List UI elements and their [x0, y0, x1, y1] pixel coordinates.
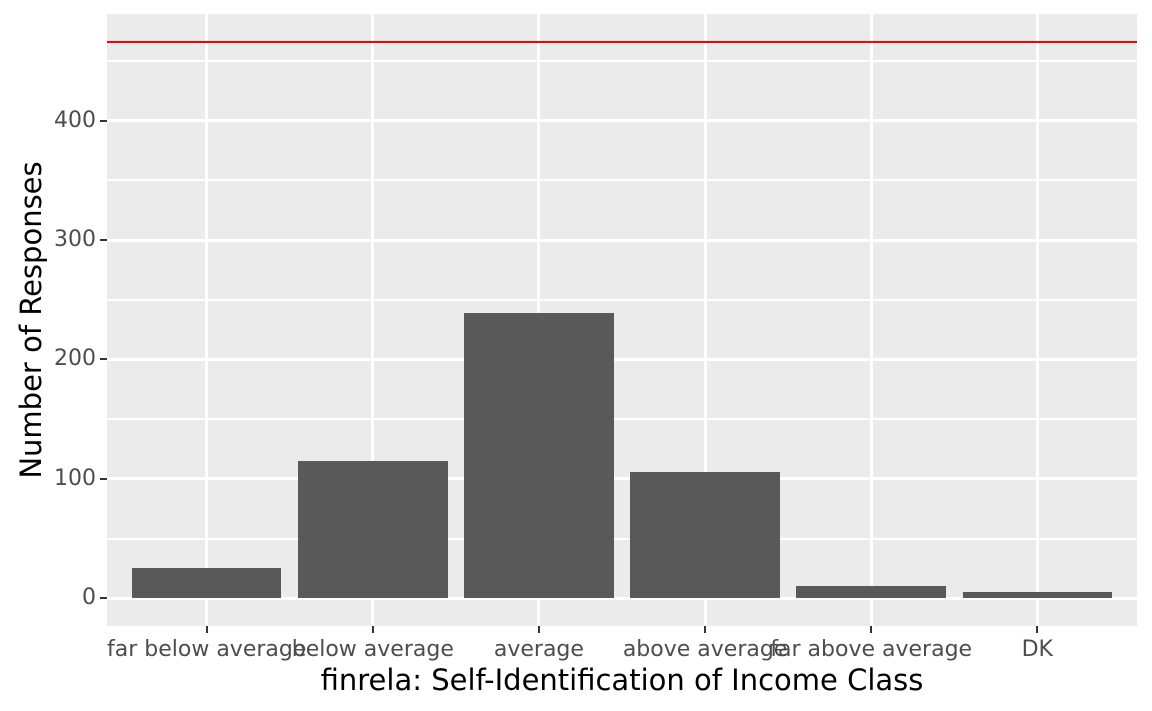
- bar: [796, 586, 946, 599]
- x-tick-label: far above average: [770, 637, 973, 662]
- major-gridline: [107, 238, 1137, 242]
- y-tick-label: 300: [54, 227, 96, 252]
- x-tick-mark: [205, 626, 208, 633]
- x-tick-mark: [870, 626, 873, 633]
- minor-gridline: [107, 59, 1137, 62]
- minor-gridline: [107, 298, 1137, 301]
- x-axis-title: finrela: Self-Identification of Income C…: [320, 663, 924, 697]
- major-gridline: [107, 357, 1137, 361]
- bar: [464, 312, 614, 599]
- major-gridline: [107, 596, 1137, 600]
- x-tick-label: far below average: [106, 637, 307, 662]
- y-tick-mark: [100, 239, 107, 241]
- vertical-gridline: [703, 14, 707, 626]
- major-gridline: [107, 119, 1137, 123]
- major-gridline: [107, 477, 1137, 481]
- y-tick-mark: [100, 358, 107, 361]
- y-tick-mark: [100, 119, 107, 122]
- vertical-gridline: [1035, 14, 1039, 626]
- y-tick-mark: [100, 597, 107, 600]
- y-tick-label: 200: [54, 346, 96, 372]
- vertical-gridline: [371, 14, 375, 626]
- y-tick-mark: [100, 477, 107, 480]
- x-tick-mark: [704, 626, 707, 633]
- vertical-gridline: [869, 14, 873, 626]
- minor-gridline: [107, 418, 1137, 421]
- x-tick-label: DK: [1021, 637, 1053, 662]
- x-tick-mark: [537, 626, 540, 633]
- x-tick-mark: [1036, 626, 1039, 633]
- vertical-gridline: [205, 14, 209, 626]
- x-tick-label: above average: [622, 637, 788, 662]
- bar: [131, 568, 282, 599]
- bar: [298, 460, 448, 599]
- minor-gridline: [107, 537, 1137, 540]
- minor-gridline: [107, 179, 1137, 182]
- bar: [630, 471, 780, 599]
- plot-panel: [107, 14, 1137, 626]
- x-tick-label: average: [493, 637, 584, 662]
- reference-line: [107, 40, 1137, 43]
- y-tick-label: 400: [54, 107, 96, 133]
- x-tick-mark: [371, 626, 374, 633]
- x-tick-label: below average: [291, 637, 454, 662]
- bar: [962, 592, 1113, 599]
- y-tick-label: 100: [54, 465, 96, 491]
- y-axis-title: Number of Responses: [14, 161, 48, 479]
- y-tick-label: 0: [82, 585, 96, 611]
